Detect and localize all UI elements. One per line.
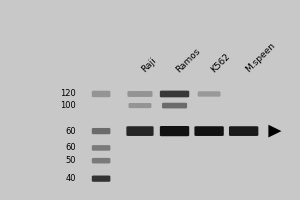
FancyBboxPatch shape <box>92 176 110 182</box>
Text: 60: 60 <box>65 143 76 152</box>
FancyBboxPatch shape <box>92 91 110 97</box>
FancyBboxPatch shape <box>194 126 224 136</box>
FancyBboxPatch shape <box>128 91 152 97</box>
Text: K562: K562 <box>209 51 232 74</box>
FancyBboxPatch shape <box>160 91 189 97</box>
FancyBboxPatch shape <box>229 126 258 136</box>
Text: Ramos: Ramos <box>175 46 203 74</box>
Text: Raji: Raji <box>140 56 158 74</box>
Text: 40: 40 <box>65 174 76 183</box>
FancyBboxPatch shape <box>160 126 189 136</box>
Text: 50: 50 <box>65 156 76 165</box>
FancyBboxPatch shape <box>198 91 220 97</box>
Text: M.speen: M.speen <box>244 41 277 74</box>
FancyBboxPatch shape <box>92 158 110 163</box>
Text: 100: 100 <box>60 101 76 110</box>
Polygon shape <box>268 125 281 137</box>
FancyBboxPatch shape <box>92 145 110 151</box>
FancyBboxPatch shape <box>162 103 187 108</box>
Text: 60: 60 <box>65 127 76 136</box>
FancyBboxPatch shape <box>126 126 154 136</box>
Text: 120: 120 <box>60 89 76 98</box>
FancyBboxPatch shape <box>92 128 110 134</box>
FancyBboxPatch shape <box>128 103 152 108</box>
